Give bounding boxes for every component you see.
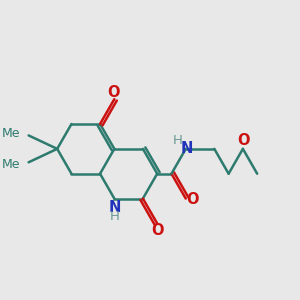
Text: Me: Me <box>2 158 21 171</box>
Text: Me: Me <box>2 127 21 140</box>
Text: H: H <box>110 210 119 223</box>
Text: N: N <box>108 200 121 215</box>
Text: O: O <box>237 134 250 148</box>
Text: H: H <box>173 134 183 147</box>
Text: O: O <box>107 85 120 100</box>
Text: N: N <box>180 140 193 155</box>
Text: O: O <box>187 192 199 207</box>
Text: O: O <box>152 223 164 238</box>
